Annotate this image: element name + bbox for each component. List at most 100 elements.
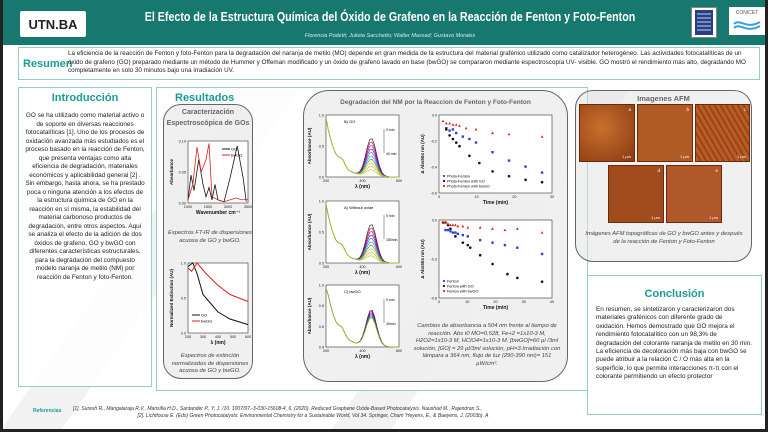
data-point xyxy=(453,223,457,227)
x-tick-label: 600 xyxy=(396,265,402,269)
x-tick-label: 40 xyxy=(550,300,554,304)
degradacion-panel: Degradación del NM por la Reaccion de Fe… xyxy=(303,90,568,382)
y-axis-label: Absorbance (AU) xyxy=(307,127,312,164)
data-point xyxy=(540,135,544,138)
poster-header: UTN.BA El Efecto de la Estructura Químic… xyxy=(0,0,768,45)
spectrum-line xyxy=(325,118,400,178)
time-start-label: 0 min xyxy=(386,214,395,218)
legend-label: Fenton xyxy=(447,280,459,284)
x-axis-label: Time (min) xyxy=(483,200,509,206)
x-tick-label: 400 xyxy=(359,349,365,353)
y-tick-label: -0.6 xyxy=(430,297,437,301)
x-axis-label: λ (nm) xyxy=(355,270,370,276)
legend-label: Photo-Fenton with GO xyxy=(447,180,485,184)
x-tick-label: 400 xyxy=(359,179,365,183)
afm-scale-bar-label: 1 µm xyxy=(680,154,689,159)
afm-panel-letter: c xyxy=(743,107,746,112)
data-point xyxy=(491,151,494,154)
data-point xyxy=(461,241,465,244)
data-point xyxy=(444,121,448,125)
y-axis-label: Δ Abs504 nm (AU) xyxy=(420,239,425,279)
introduccion-text: GO se ha utilizado como material activo … xyxy=(25,112,145,281)
y-tick-label: 0.4 xyxy=(319,346,324,350)
data-point xyxy=(540,171,544,174)
x-tick-label: 300 xyxy=(200,335,206,339)
legend-marker xyxy=(442,284,446,288)
data-point xyxy=(474,141,478,144)
data-point xyxy=(524,178,527,182)
reference-item: [2]. Lichtfouse E. (Eds) Green Photocata… xyxy=(137,413,489,419)
afm-panel-letter: d xyxy=(657,168,660,173)
x-axis-label: λ (nm) xyxy=(355,354,370,360)
afm-scale-bar-label: 1 µm xyxy=(622,154,631,159)
legend-marker xyxy=(442,184,446,188)
caracterizacion-panel: Caracterización Espectroscópica de GOs 0… xyxy=(163,104,253,379)
data-point xyxy=(491,131,494,135)
x-tick-label: 1000 xyxy=(184,205,192,209)
x-tick-label: 400 xyxy=(359,265,365,269)
utn-logo-text: UTN.BA xyxy=(28,16,78,32)
y-tick-label: -0.2 xyxy=(430,140,437,144)
degradacion-title: Degradación del NM por la Reaccion de Fe… xyxy=(340,99,531,106)
legend-label-bwgo: bwGO xyxy=(231,153,242,158)
data-point xyxy=(503,228,507,232)
data-point xyxy=(446,222,450,225)
x-tick-label: 200 xyxy=(323,179,329,183)
y-axis-label: Δ Abs504 nm (AU) xyxy=(420,134,425,174)
x-tick-label: 0 xyxy=(438,195,440,199)
x-tick-label: 600 xyxy=(396,349,402,353)
data-point xyxy=(524,165,527,168)
uv-go-line xyxy=(187,262,249,326)
legend-marker xyxy=(442,179,446,183)
x-tick-label: 30 xyxy=(522,300,526,304)
time-end-label: 180min xyxy=(386,238,398,242)
data-point xyxy=(451,223,455,227)
introduccion-title: Introducción xyxy=(51,92,119,104)
data-point xyxy=(468,246,472,249)
legend-label: Photo-Fenton xyxy=(447,175,470,179)
data-point xyxy=(461,135,465,138)
utn-logo: UTN.BA xyxy=(20,11,86,37)
data-point xyxy=(515,227,519,230)
afm-image-c: c 1 µm xyxy=(695,104,750,162)
time-start-label: 0 min xyxy=(386,298,395,302)
data-point xyxy=(454,231,457,234)
legend-label: Photo-Fenton with bwGO xyxy=(447,185,490,189)
conclusion-title: Conclusión xyxy=(644,288,705,300)
afm-image-a: a 1 µm xyxy=(579,104,635,162)
spectrum-line xyxy=(325,204,400,264)
y-tick-label: 0.0 xyxy=(432,219,437,223)
resultados-title: Resultados xyxy=(175,92,235,104)
data-point xyxy=(444,221,447,224)
y-tick-label: 0.00 xyxy=(179,202,186,206)
data-point xyxy=(448,129,451,132)
x-axis-label: λ (nm) xyxy=(355,184,370,190)
data-point xyxy=(540,180,544,184)
data-point xyxy=(468,154,471,158)
data-point xyxy=(478,226,482,229)
afm-panel-letter: e xyxy=(715,168,718,173)
x-axis-label: λ (nm) xyxy=(211,340,226,346)
data-point xyxy=(449,223,452,227)
introduccion-section: Introducción GO se ha utilizado como mat… xyxy=(18,87,152,387)
legend-marker xyxy=(442,279,446,283)
data-point xyxy=(451,123,455,126)
data-point xyxy=(491,227,494,230)
data-point xyxy=(491,262,494,266)
ftir-go-line xyxy=(187,145,247,203)
poster-authors: Florencia Podetti; Julieta Sacchetto; Wa… xyxy=(304,33,476,39)
referencias-section: Referencias [1]. Suresh R., Mangalaraja … xyxy=(33,406,553,420)
referencias-title: Referencias xyxy=(33,408,62,414)
data-point xyxy=(466,235,469,238)
y-axis-label: Normalized Extinction (AU) xyxy=(169,269,174,328)
data-point xyxy=(516,276,519,280)
data-point xyxy=(468,137,471,141)
time-end-label: 40min xyxy=(386,322,396,326)
y-tick-label: 0.5 xyxy=(181,297,186,301)
afm-panel-letter: b xyxy=(686,107,689,112)
data-point xyxy=(454,123,458,126)
afm-scale-bar-label: 1 µm xyxy=(651,215,660,220)
data-point xyxy=(458,124,461,127)
data-point xyxy=(444,228,447,232)
